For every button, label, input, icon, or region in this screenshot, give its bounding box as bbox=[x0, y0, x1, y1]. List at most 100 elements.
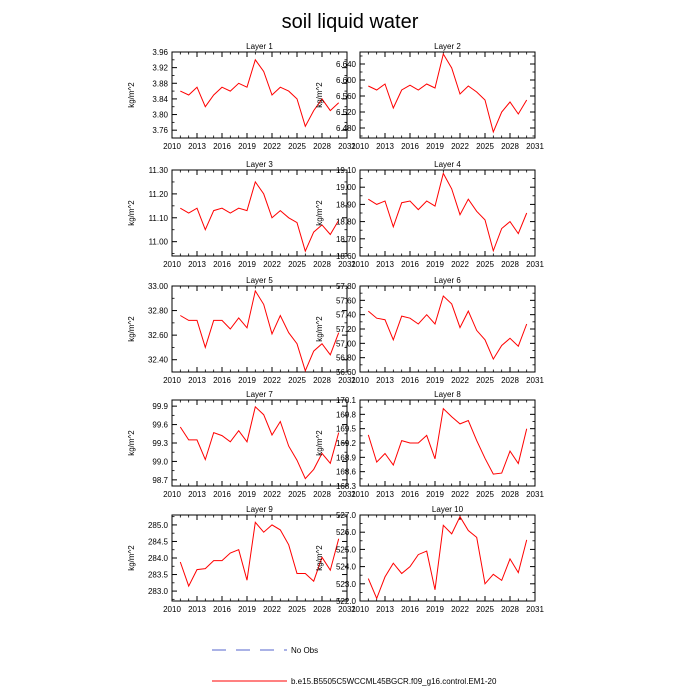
y-tick-label: 6.520 bbox=[336, 108, 357, 117]
x-tick-label: 2028 bbox=[501, 605, 519, 614]
x-tick-label: 2016 bbox=[401, 142, 419, 151]
panel-layer-10: Layer 10 kg/m^2 2010 2013 2016 2019 2022 2025 20… bbox=[315, 505, 544, 614]
x-tick-label: 2019 bbox=[426, 260, 444, 269]
y-tick-label: 18.70 bbox=[336, 235, 357, 244]
x-tick-label: 2031 bbox=[338, 142, 356, 151]
y-tick-label: 57.40 bbox=[336, 311, 357, 320]
y-tick-label: 11.10 bbox=[149, 214, 169, 223]
x-tick-label: 2010 bbox=[351, 490, 369, 499]
x-tick-label: 2028 bbox=[313, 490, 331, 499]
x-tick-label: 2031 bbox=[338, 376, 356, 385]
y-tick-label: 285.0 bbox=[148, 521, 169, 530]
panel-title: Layer 10 bbox=[432, 505, 464, 514]
y-tick-label: 19.10 bbox=[336, 166, 357, 175]
x-tick-label: 2028 bbox=[313, 605, 331, 614]
y-tick-label: 284.5 bbox=[148, 537, 169, 546]
y-tick-label: 3.88 bbox=[152, 79, 168, 88]
y-tick-label: 11.20 bbox=[149, 190, 169, 199]
y-tick-label: 19.00 bbox=[336, 183, 357, 192]
panels: Layer 1 kg/m^2 2010 2013 2016 2019 2022 2025 202… bbox=[127, 42, 544, 614]
y-tick-label: 32.60 bbox=[148, 331, 169, 340]
y-tick-label: 99.0 bbox=[152, 457, 168, 466]
x-tick-label: 2010 bbox=[163, 490, 181, 499]
x-tick-label: 2016 bbox=[213, 376, 231, 385]
x-tick-label: 2031 bbox=[338, 605, 356, 614]
panel-layer-1: Layer 1 kg/m^2 2010 2013 2016 2019 2022 2025 202… bbox=[127, 42, 356, 151]
series-line bbox=[179, 521, 340, 588]
series-line bbox=[180, 289, 340, 373]
panel-title: Layer 1 bbox=[246, 42, 273, 51]
series-line bbox=[180, 58, 340, 128]
y-tick-label: 6.640 bbox=[336, 60, 357, 69]
y-tick-label: 32.80 bbox=[148, 307, 169, 316]
y-tick-label: 283.5 bbox=[148, 571, 169, 580]
x-tick-label: 2025 bbox=[476, 142, 494, 151]
panel-layer-3: Layer 3 kg/m^2 2010 2013 2016 2019 2022 2025 202… bbox=[127, 160, 356, 269]
x-tick-label: 2016 bbox=[213, 260, 231, 269]
series-line bbox=[367, 295, 528, 361]
x-tick-label: 2025 bbox=[288, 376, 306, 385]
panel-title: Layer 9 bbox=[246, 505, 273, 514]
legend: No Obs b.e15.B5505C5WCCML45BGCR.f09_g16.… bbox=[212, 646, 497, 686]
x-tick-label: 2028 bbox=[313, 142, 331, 151]
y-tick-label: 169.2 bbox=[336, 439, 357, 448]
y-tick-label: 56.80 bbox=[336, 354, 357, 363]
x-tick-label: 2016 bbox=[213, 605, 231, 614]
x-tick-label: 2022 bbox=[451, 490, 469, 499]
y-tick-label: 6.480 bbox=[336, 124, 357, 133]
x-tick-label: 2010 bbox=[163, 260, 181, 269]
x-tick-label: 2013 bbox=[188, 376, 206, 385]
x-tick-label: 2025 bbox=[288, 605, 306, 614]
panel-layer-5: Layer 5 kg/m^2 2010 2013 2016 2019 2022 2025 202… bbox=[127, 276, 356, 385]
y-tick-label: 284.0 bbox=[148, 554, 169, 563]
x-tick-label: 2013 bbox=[376, 376, 394, 385]
series-line bbox=[367, 407, 528, 475]
x-tick-label: 2028 bbox=[501, 142, 519, 151]
x-tick-label: 2022 bbox=[451, 260, 469, 269]
panel-layer-2: Layer 2 kg/m^2 2010 2013 2016 2019 2022 2025 202… bbox=[315, 42, 544, 151]
y-tick-label: 33.00 bbox=[148, 282, 169, 291]
x-tick-label: 2019 bbox=[426, 376, 444, 385]
y-tick-label: 11.30 bbox=[149, 166, 169, 175]
y-tick-label: 3.76 bbox=[152, 126, 168, 135]
y-tick-label: 98.7 bbox=[152, 476, 168, 485]
y-tick-label: 18.60 bbox=[336, 252, 357, 261]
x-tick-label: 2031 bbox=[526, 260, 544, 269]
x-tick-label: 2013 bbox=[376, 260, 394, 269]
x-tick-label: 2022 bbox=[263, 142, 281, 151]
x-tick-label: 2031 bbox=[526, 142, 544, 151]
y-tick-label: 99.9 bbox=[152, 402, 168, 411]
x-tick-label: 2022 bbox=[451, 605, 469, 614]
y-tick-label: 57.80 bbox=[336, 282, 357, 291]
x-tick-label: 2031 bbox=[526, 605, 544, 614]
x-tick-label: 2022 bbox=[263, 490, 281, 499]
x-tick-label: 2022 bbox=[263, 260, 281, 269]
series-line bbox=[180, 180, 340, 253]
y-tick-label: 18.90 bbox=[336, 200, 357, 209]
y-tick-label: 3.96 bbox=[152, 48, 168, 57]
x-tick-label: 2013 bbox=[188, 260, 206, 269]
y-tick-label: 523.0 bbox=[336, 580, 357, 589]
y-axis-label: kg/m^2 bbox=[127, 82, 136, 108]
x-tick-label: 2028 bbox=[501, 490, 519, 499]
x-tick-label: 2016 bbox=[401, 260, 419, 269]
legend-obs-label: No Obs bbox=[291, 646, 318, 655]
panel-title: Layer 5 bbox=[246, 276, 273, 285]
x-tick-label: 2016 bbox=[401, 605, 419, 614]
y-tick-label: 526.0 bbox=[336, 528, 357, 537]
x-tick-label: 2025 bbox=[288, 260, 306, 269]
y-tick-label: 32.40 bbox=[148, 356, 169, 365]
panel-title: Layer 8 bbox=[434, 390, 461, 399]
y-tick-label: 168.9 bbox=[336, 453, 357, 462]
plot-frame bbox=[171, 285, 348, 373]
legend-model-label: b.e15.B5505C5WCCML45BGCR.f09_g16.control… bbox=[291, 677, 497, 686]
x-tick-label: 2010 bbox=[351, 376, 369, 385]
x-tick-label: 2019 bbox=[238, 260, 256, 269]
x-tick-label: 2031 bbox=[526, 376, 544, 385]
y-tick-label: 522.0 bbox=[336, 597, 357, 606]
y-tick-label: 169.5 bbox=[336, 425, 357, 434]
plot-frame bbox=[359, 285, 536, 373]
x-tick-label: 2025 bbox=[288, 490, 306, 499]
series-line bbox=[368, 172, 528, 253]
